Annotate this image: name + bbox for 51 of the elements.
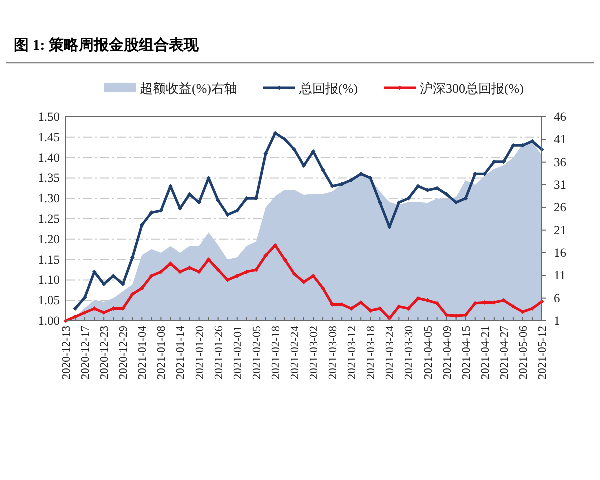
y2-tick-label: 36 (554, 155, 566, 170)
x-tick-label: 2021-01-14 (175, 326, 188, 380)
legend-label: 总回报(%) (298, 81, 358, 96)
y2-tick-label: 21 (554, 223, 566, 238)
y2-tick-label: 6 (554, 291, 560, 306)
title: 图 1: 策略周报金股组合表现 (14, 38, 199, 54)
x-tick-label: 2021-05-06 (518, 326, 530, 380)
y-tick-label: 1.20 (38, 232, 60, 246)
x-tick-label: 2021-01-20 (194, 326, 206, 380)
y2-tick-label: 11 (554, 268, 566, 283)
y-tick-label: 1.10 (38, 273, 60, 288)
x-tick-label: 2021-03-30 (404, 326, 416, 380)
x-tick-label: 2021-03-24 (384, 326, 397, 380)
x-tick-label: 2021-04-15 (460, 326, 473, 380)
x-tick-label: 2021-03-18 (366, 326, 378, 380)
x-tick-label: 2021-04-09 (442, 326, 454, 380)
x-tick-label: 2021-01-08 (156, 326, 168, 380)
x-tick-label: 2021-01-04 (137, 326, 150, 380)
y-tick-label: 1.35 (38, 171, 60, 186)
x-tick-label: 2021-01-26 (213, 326, 226, 380)
x-tick-label: 2020-12-13 (61, 326, 73, 380)
x-tick-label: 2021-02-05 (251, 326, 264, 380)
y2-tick-label: 41 (554, 132, 566, 147)
y-tick-label: 1.45 (38, 130, 60, 144)
y2-tick-label: 31 (554, 178, 566, 192)
x-tick-label: 2021-02-01 (232, 326, 244, 380)
x-tick-label: 2020-12-23 (99, 326, 112, 380)
legend-label: 沪深300总回报(%) (420, 81, 524, 96)
y-tick-label: 1.00 (38, 314, 60, 328)
y2-tick-label: 1 (554, 314, 560, 328)
y-tick-label: 1.15 (38, 252, 60, 267)
y-tick-label: 1.40 (38, 150, 60, 165)
legend-label: 超额收益(%)右轴 (140, 81, 238, 96)
x-tick-label: 2021-04-05 (422, 326, 435, 380)
x-tick-label: 2021-04-21 (480, 326, 492, 380)
y-tick-label: 1.30 (38, 192, 60, 206)
y-tick-label: 1.05 (38, 294, 60, 308)
x-tick-label: 2021-04-27 (498, 326, 511, 380)
y2-tick-label: 46 (554, 110, 566, 124)
x-tick-label: 2021-02-24 (289, 326, 302, 380)
x-tick-label: 2021-05-12 (537, 326, 549, 380)
x-tick-label: 2020-12-17 (80, 326, 92, 380)
x-tick-label: 2021-03-02 (308, 326, 321, 380)
x-tick-label: 2021-03-08 (328, 326, 340, 380)
y-tick-label: 1.25 (38, 212, 60, 226)
x-tick-label: 2021-02-18 (270, 326, 282, 380)
x-tick-label: 2021-03-12 (346, 326, 359, 380)
y2-tick-label: 26 (554, 200, 566, 215)
y2-tick-label: 16 (554, 246, 566, 260)
y-tick-label: 1.50 (38, 110, 60, 124)
x-tick-label: 2020-12-29 (118, 326, 130, 380)
